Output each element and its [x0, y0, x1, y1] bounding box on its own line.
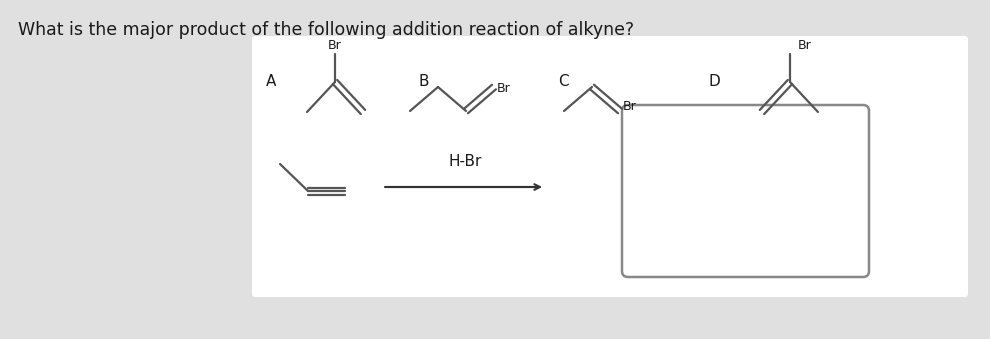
- FancyBboxPatch shape: [252, 36, 968, 297]
- Text: Br: Br: [497, 82, 511, 96]
- Text: A: A: [266, 74, 276, 89]
- FancyBboxPatch shape: [622, 105, 869, 277]
- Text: Br: Br: [328, 39, 342, 52]
- Text: Br: Br: [623, 100, 637, 114]
- Text: C: C: [558, 74, 568, 89]
- Text: D: D: [708, 74, 720, 89]
- Text: Br: Br: [798, 39, 812, 52]
- Text: H-Br: H-Br: [448, 154, 482, 169]
- Text: B: B: [418, 74, 429, 89]
- Text: What is the major product of the following addition reaction of alkyne?: What is the major product of the followi…: [18, 21, 635, 39]
